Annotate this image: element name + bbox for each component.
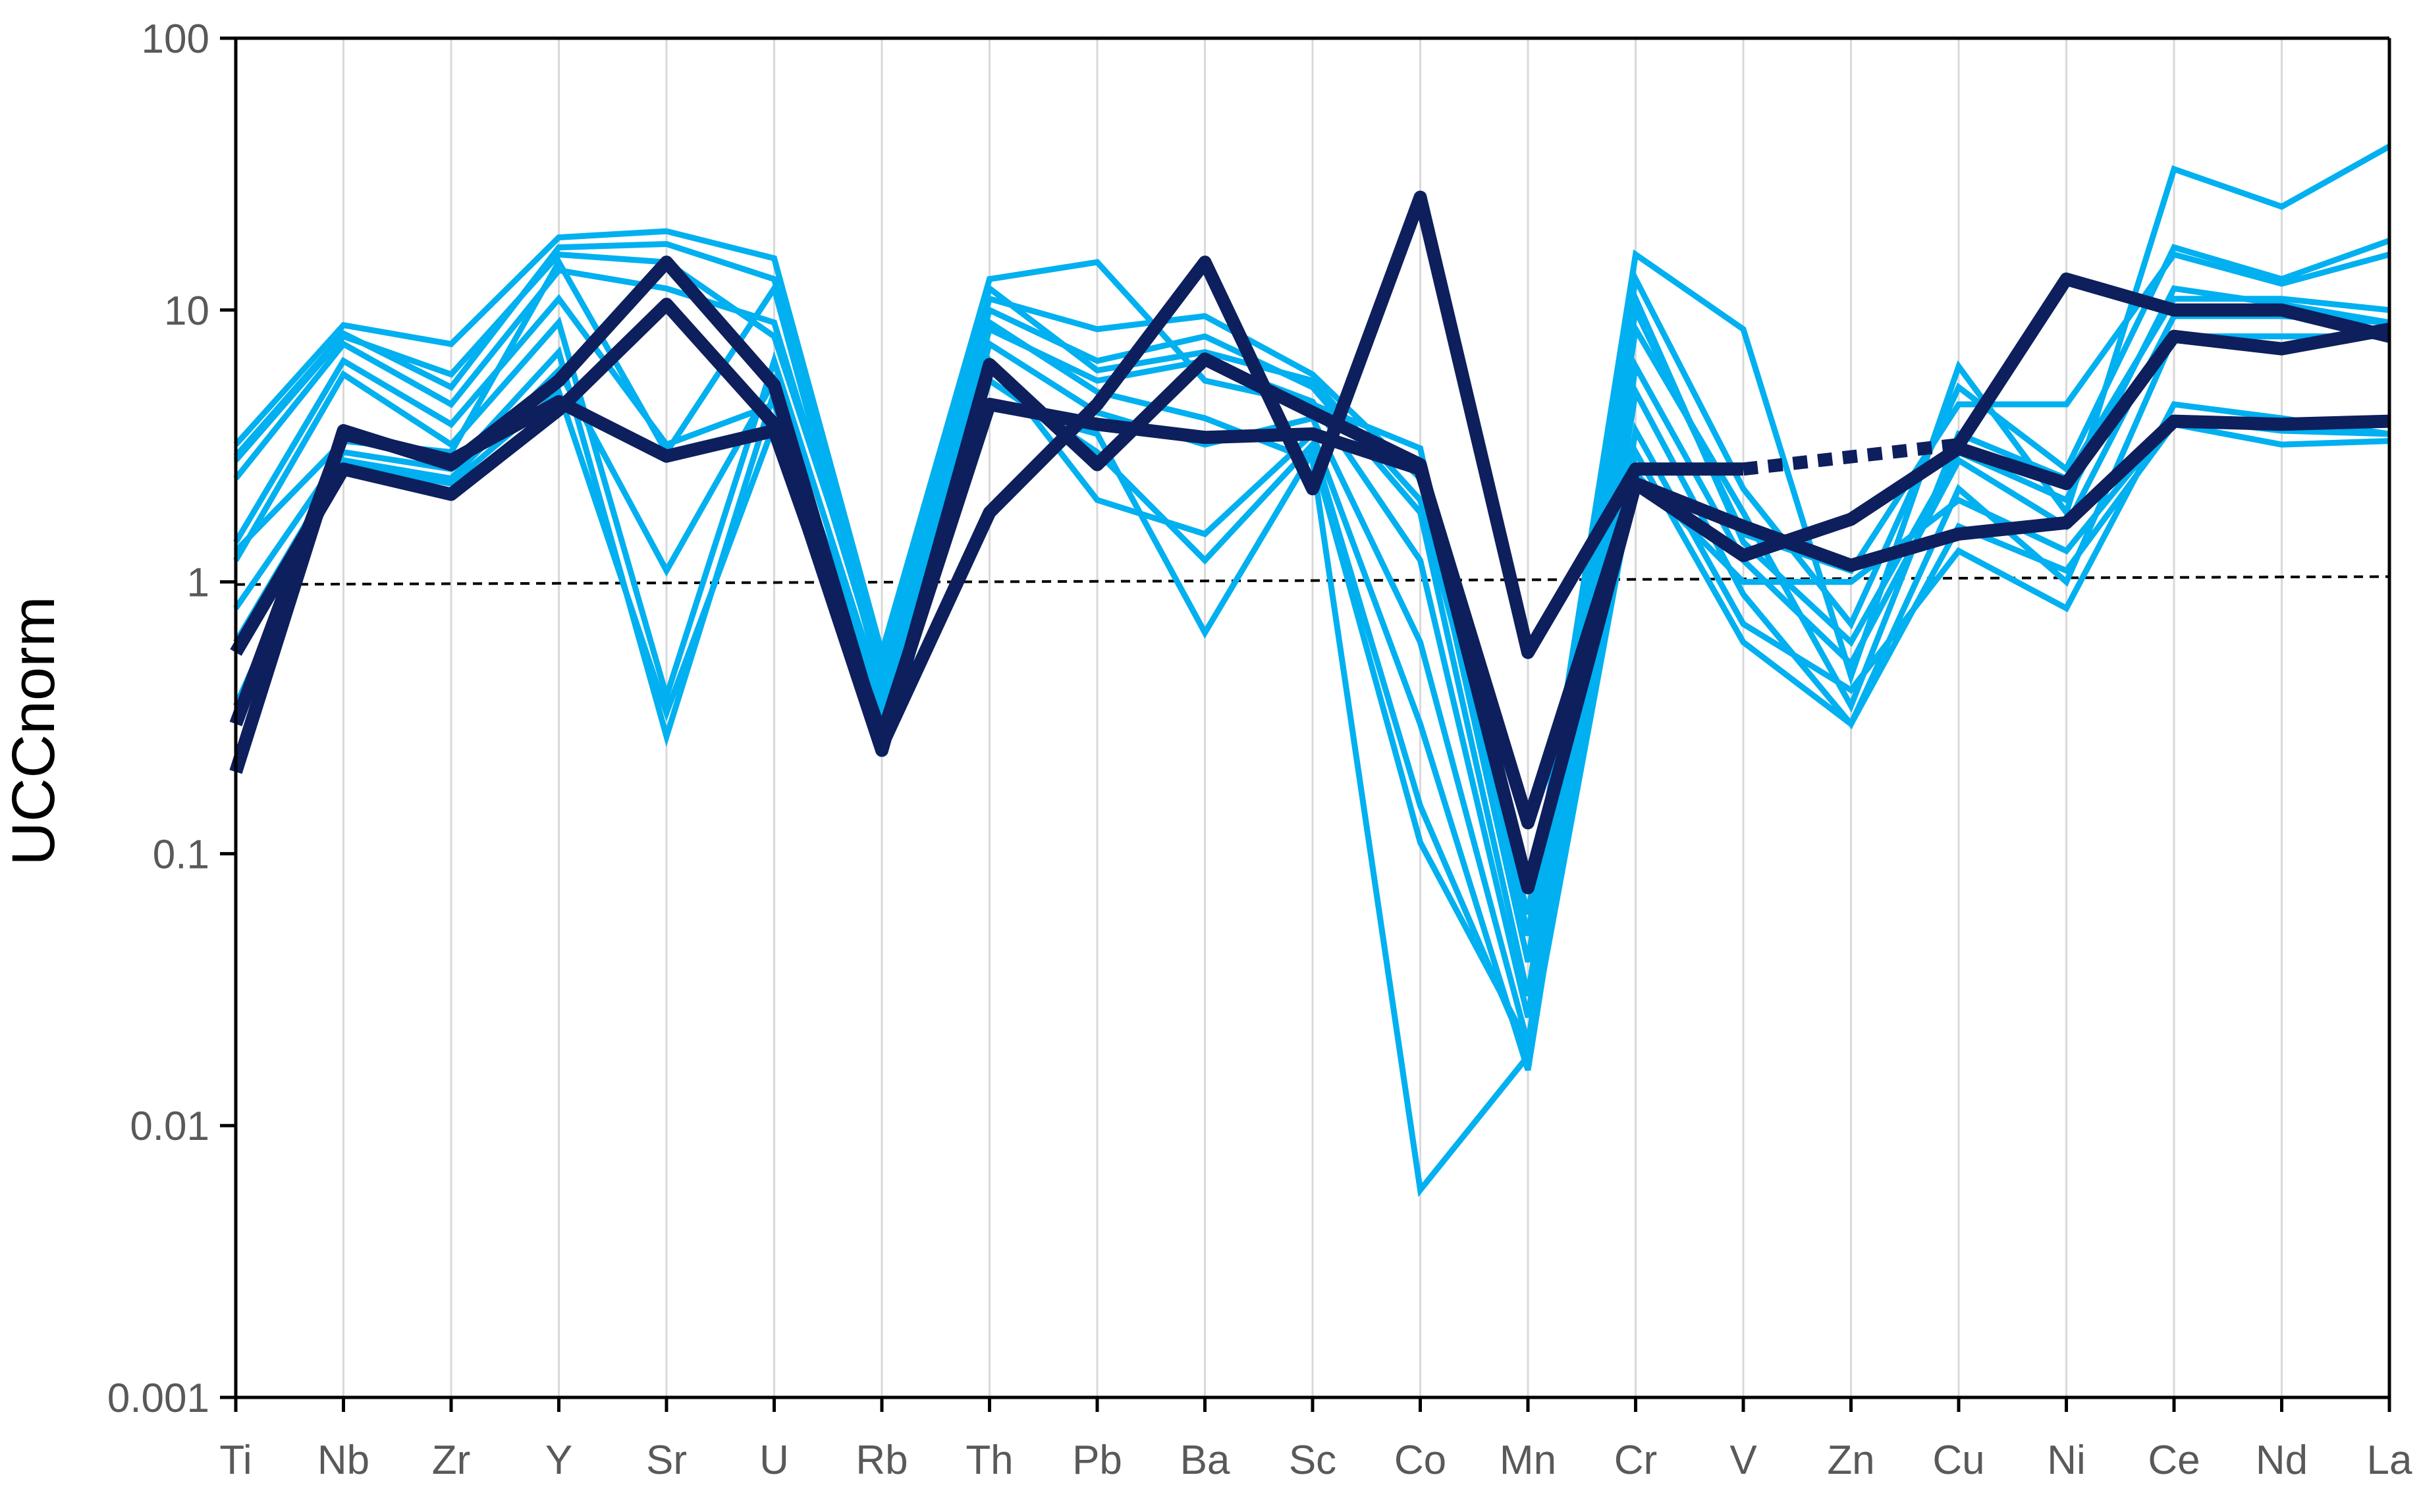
x-tick-label-pb: Pb (1072, 1438, 1122, 1483)
x-tick-label-ce: Ce (2148, 1438, 2200, 1483)
series-dark-1-part-2 (1953, 272, 2391, 448)
series-light-10 (233, 251, 2390, 915)
x-tick-label-ti: Ti (219, 1438, 252, 1483)
series-light-8 (232, 387, 2390, 1053)
series-light-2 (233, 238, 2391, 963)
x-tick-label-u: U (759, 1438, 789, 1483)
x-tick-label-zr: Zr (432, 1438, 471, 1483)
x-tick-label-co: Co (1394, 1438, 1446, 1483)
y-axis-title: UCCnorm (0, 597, 67, 866)
x-tick-label-nd: Nd (2256, 1438, 2308, 1483)
grid-layer (342, 38, 2391, 1397)
x-tick-label-cu: Cu (1932, 1438, 1984, 1483)
x-tick-label-v: V (1729, 1438, 1757, 1483)
reference-line-1 (235, 575, 2390, 586)
series-light-7 (233, 365, 2390, 1067)
dark-series-layer (229, 190, 2391, 894)
x-tick-label-rb: Rb (856, 1438, 908, 1483)
x-tick-label-la: La (2367, 1438, 2412, 1483)
x-tick-labels: Ti Nb Zr Y Sr U Rb Th Pb Ba Sc Co Mn Cr V Zn Cu Ni Ce Nd La (219, 1438, 2412, 1483)
x-tick-label-nb: Nb (317, 1438, 369, 1483)
series-dark-3 (230, 298, 2391, 894)
y-tick-label: 0.1 (153, 832, 209, 877)
x-tick-label-th: Th (966, 1438, 1013, 1483)
y-tick-label: 0.01 (130, 1104, 209, 1149)
series-dark-1-dotted-gap (1742, 438, 1960, 476)
y-tick-label: 10 (164, 288, 209, 334)
x-tick-label-ba: Ba (1180, 1438, 1230, 1483)
x-tick-label-zn: Zn (1827, 1438, 1874, 1483)
y-tick-label: 100 (142, 16, 209, 62)
series-light-3 (233, 251, 2391, 997)
x-tick-label-sc: Sc (1289, 1438, 1336, 1483)
series-light-9 (233, 256, 2390, 1197)
y-tick-label: 0.001 (107, 1376, 209, 1421)
x-tick-label-ni: Ni (2047, 1438, 2086, 1483)
x-tick-label-mn: Mn (1500, 1438, 1556, 1483)
x-tick-label-sr: Sr (646, 1438, 687, 1483)
axis-layer (220, 36, 2391, 1412)
x-tick-label-y: Y (545, 1438, 572, 1483)
x-tick-label-cr: Cr (1614, 1438, 1657, 1483)
series-dark-2 (229, 395, 2390, 830)
y-tick-label: 1 (187, 560, 209, 606)
y-tick-labels: 100 10 1 0.1 0.01 0.001 (107, 16, 209, 1421)
reference-line-layer (235, 575, 2390, 586)
